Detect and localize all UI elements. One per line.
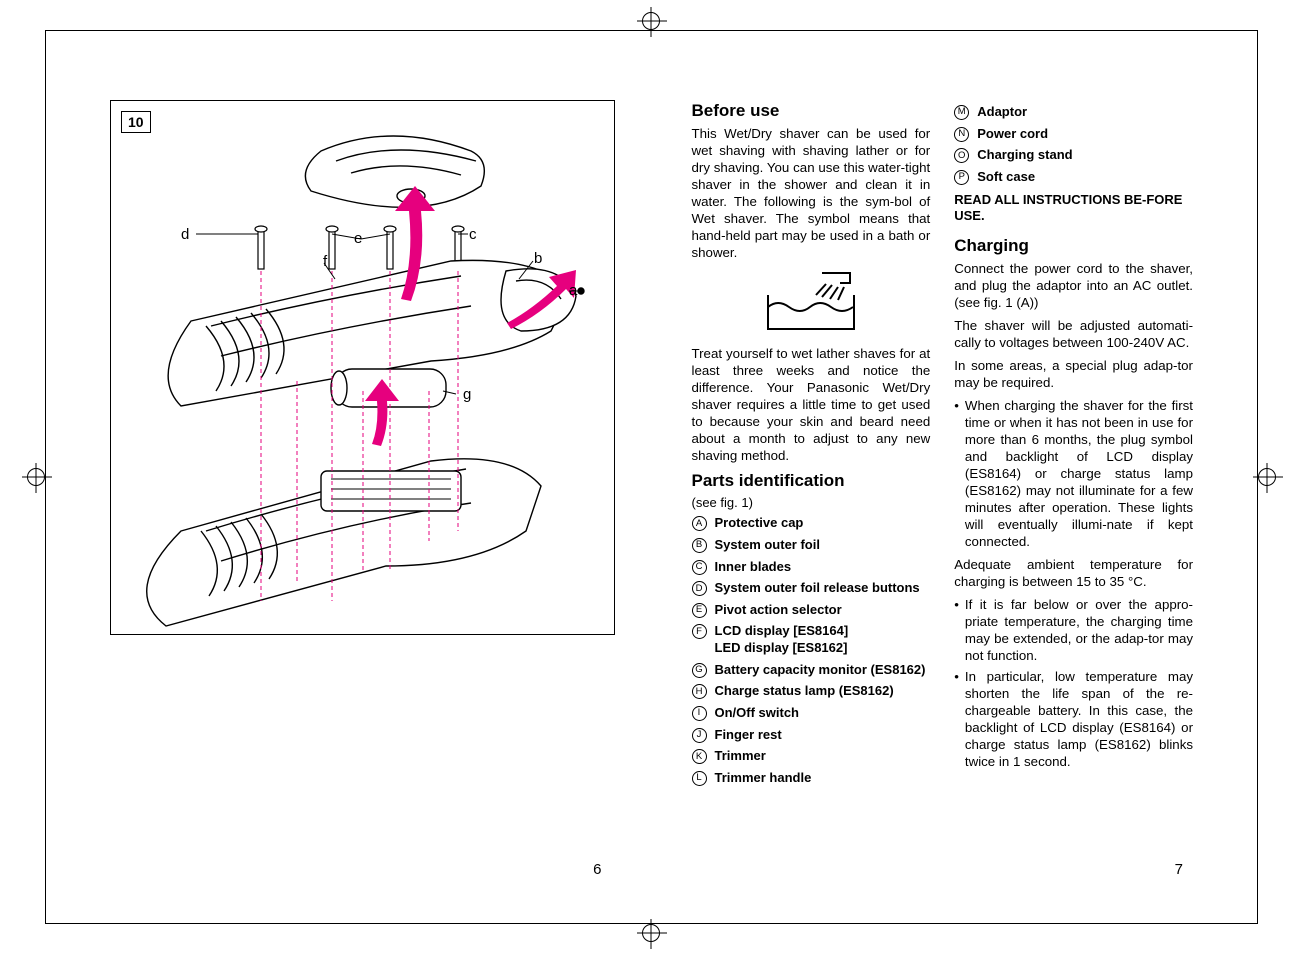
page-number-right: 7 xyxy=(1175,861,1183,878)
column-2: M Adaptor N Power cord O Charging stand P Soft … xyxy=(954,100,1193,864)
svg-text:e: e xyxy=(354,230,362,247)
parts-list-continued: M Adaptor N Power cord O Charging stand P Soft … xyxy=(954,104,1193,186)
bullet-item: •If it is far below or over the appro-pr… xyxy=(954,596,1193,664)
parts-item: K Trimmer xyxy=(692,748,931,765)
part-label: System outer foil release buttons xyxy=(715,580,920,597)
part-label: Trimmer xyxy=(715,748,766,765)
svg-text:a: a xyxy=(569,282,578,299)
exploded-diagram: d e c f b a g xyxy=(111,101,616,636)
part-label: Inner blades xyxy=(715,559,792,576)
part-label: Soft case xyxy=(977,169,1035,186)
svg-text:c: c xyxy=(469,226,477,243)
charging-p3: In some areas, a special plug adap-tor m… xyxy=(954,357,1193,391)
part-key-circle: M xyxy=(954,105,969,120)
parts-item: L Trimmer handle xyxy=(692,770,931,787)
svg-text:b: b xyxy=(534,250,542,267)
charging-p1: Connect the power cord to the shaver, an… xyxy=(954,260,1193,311)
bullet-item: •When charging the shaver for the first … xyxy=(954,397,1193,550)
part-key-circle: F xyxy=(692,624,707,639)
column-1: Before use This Wet/Dry shaver can be us… xyxy=(692,100,931,864)
part-key-circle: O xyxy=(954,148,969,163)
before-use-p1: This Wet/Dry shaver can be used for wet … xyxy=(692,125,931,261)
part-key-circle: J xyxy=(692,728,707,743)
parts-list: A Protective cap B System outer foil C Inner … xyxy=(692,515,931,786)
parts-item: E Pivot action selector xyxy=(692,602,931,619)
crop-right xyxy=(1258,468,1276,486)
part-label: Charge status lamp (ES8162) xyxy=(715,683,894,700)
parts-item: J Finger rest xyxy=(692,727,931,744)
part-key-circle: E xyxy=(692,603,707,618)
part-key-circle: B xyxy=(692,538,707,553)
before-use-p2: Treat yourself to wet lather shaves for … xyxy=(692,345,931,464)
parts-item: P Soft case xyxy=(954,169,1193,186)
crop-bottom xyxy=(642,924,660,942)
heading-charging: Charging xyxy=(954,235,1193,257)
page-number-left: 6 xyxy=(593,861,601,878)
part-key-circle: D xyxy=(692,581,707,596)
see-fig-note: (see fig. 1) xyxy=(692,495,931,512)
spread: 10 xyxy=(70,70,1233,884)
part-key-circle: P xyxy=(954,170,969,185)
wet-symbol xyxy=(756,267,866,337)
parts-item: O Charging stand xyxy=(954,147,1193,164)
part-label: Battery capacity monitor (ES8162) xyxy=(715,662,926,679)
charging-p2: The shaver will be adjusted automati-cal… xyxy=(954,317,1193,351)
parts-item: A Protective cap xyxy=(692,515,931,532)
heading-before-use: Before use xyxy=(692,100,931,122)
crop-left xyxy=(27,468,45,486)
parts-item: B System outer foil xyxy=(692,537,931,554)
part-label: Trimmer handle xyxy=(715,770,812,787)
part-key-circle: H xyxy=(692,684,707,699)
part-label: Protective cap xyxy=(715,515,804,532)
temp-note: Adequate ambient temperature for chargin… xyxy=(954,556,1193,590)
part-key-circle: N xyxy=(954,127,969,142)
part-key-circle: K xyxy=(692,749,707,764)
parts-item: I On/Off switch xyxy=(692,705,931,722)
charging-bullets-1: •When charging the shaver for the first … xyxy=(954,397,1193,550)
parts-item: F LCD display [ES8164] LED display [ES816… xyxy=(692,623,931,656)
part-label: Charging stand xyxy=(977,147,1072,164)
parts-item: C Inner blades xyxy=(692,559,931,576)
svg-text:g: g xyxy=(463,386,471,403)
part-label: Pivot action selector xyxy=(715,602,842,619)
page-right: Before use This Wet/Dry shaver can be us… xyxy=(652,70,1234,884)
charging-bullets-2: •If it is far below or over the appro-pr… xyxy=(954,596,1193,770)
part-label: On/Off switch xyxy=(715,705,800,722)
heading-parts: Parts identification xyxy=(692,470,931,492)
crop-top xyxy=(642,12,660,30)
part-label: Adaptor xyxy=(977,104,1027,121)
part-key-circle: C xyxy=(692,560,707,575)
parts-item: H Charge status lamp (ES8162) xyxy=(692,683,931,700)
part-label: Finger rest xyxy=(715,727,782,744)
part-key-circle: A xyxy=(692,516,707,531)
parts-item: G Battery capacity monitor (ES8162) xyxy=(692,662,931,679)
bullet-item: •In particular, low temperature may shor… xyxy=(954,668,1193,770)
figure-10-box: 10 xyxy=(110,100,615,635)
part-key-circle: L xyxy=(692,771,707,786)
part-label: System outer foil xyxy=(715,537,820,554)
read-all-warning: READ ALL INSTRUCTIONS BE-FORE USE. xyxy=(954,192,1193,225)
parts-item: D System outer foil release buttons xyxy=(692,580,931,597)
part-label: Power cord xyxy=(977,126,1048,143)
page-left: 10 xyxy=(70,70,652,884)
part-key-circle: G xyxy=(692,663,707,678)
svg-text:d: d xyxy=(181,226,189,243)
parts-item: M Adaptor xyxy=(954,104,1193,121)
parts-item: N Power cord xyxy=(954,126,1193,143)
part-label: LCD display [ES8164] LED display [ES8162… xyxy=(715,623,849,656)
part-key-circle: I xyxy=(692,706,707,721)
